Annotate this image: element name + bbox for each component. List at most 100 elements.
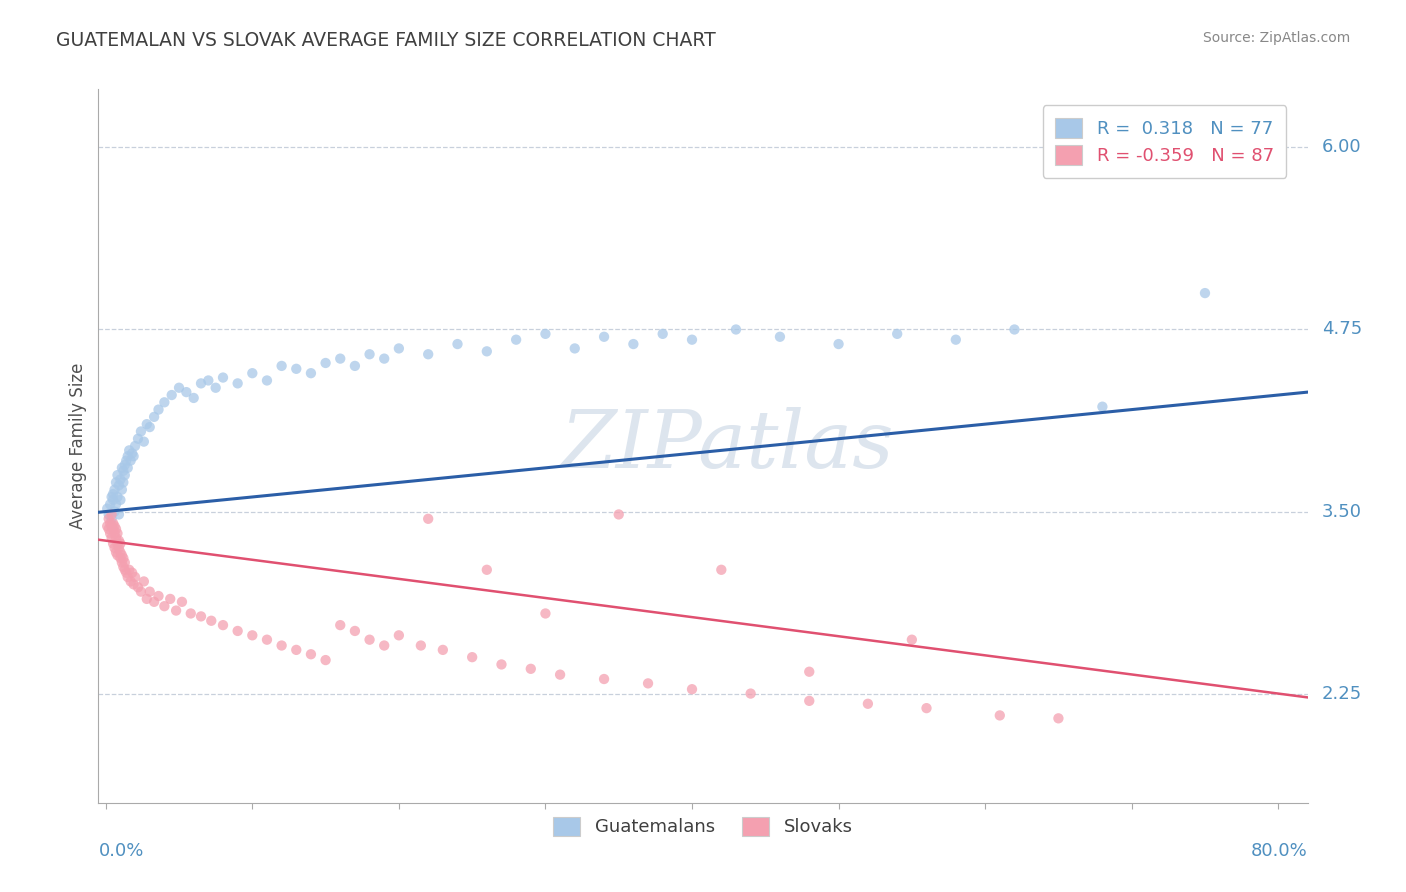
Point (856, 697, 879, 711)
Point (97, 508, 120, 522)
Point (103, 483, 125, 497)
Point (124, 439, 146, 453)
Point (190, 376, 212, 391)
Point (107, 526, 129, 541)
Point (159, 591, 181, 606)
Point (129, 425, 152, 439)
Point (103, 526, 125, 541)
Point (915, 701, 938, 715)
Point (96, 501, 118, 516)
Point (120, 453, 142, 467)
Point (409, 639, 432, 653)
Point (98, 516, 121, 531)
Point (111, 460, 134, 475)
Point (112, 551, 135, 566)
Point (107, 468, 129, 483)
Text: 80.0%: 80.0% (1251, 842, 1308, 860)
Point (799, 694, 821, 708)
Point (114, 458, 136, 472)
Point (651, 326, 673, 341)
Legend: Guatemalans, Slovaks: Guatemalans, Slovaks (543, 805, 863, 847)
Point (105, 545, 128, 559)
Point (299, 647, 322, 661)
Point (100, 512, 122, 526)
Point (127, 432, 149, 446)
Point (101, 492, 124, 507)
Point (96, 519, 118, 533)
Point (388, 628, 411, 642)
Point (226, 376, 249, 391)
Point (240, 366, 263, 380)
Point (120, 574, 142, 589)
Point (111, 483, 134, 497)
Point (256, 632, 278, 647)
Point (117, 449, 139, 463)
Point (475, 344, 498, 359)
Point (122, 449, 145, 463)
Point (110, 473, 132, 487)
Point (359, 632, 381, 647)
Point (681, 682, 703, 697)
Point (388, 342, 411, 356)
Point (827, 337, 849, 351)
Point (100, 508, 122, 522)
Point (132, 574, 155, 589)
Point (270, 359, 292, 373)
Text: 2.25: 2.25 (1322, 684, 1362, 703)
Point (101, 536, 124, 550)
Point (103, 504, 125, 518)
Point (153, 599, 176, 614)
Point (886, 326, 908, 341)
Point (167, 381, 190, 395)
Point (564, 342, 586, 356)
Text: 3.50: 3.50 (1322, 502, 1362, 521)
Point (110, 545, 132, 559)
Point (115, 453, 138, 467)
Point (432, 643, 454, 657)
Point (520, 662, 543, 676)
Point (105, 475, 128, 490)
Point (200, 614, 222, 628)
Point (98, 526, 121, 541)
Point (901, 632, 924, 647)
Point (100, 490, 122, 504)
Point (110, 536, 132, 550)
Point (135, 591, 157, 606)
Point (548, 667, 571, 681)
Point (112, 560, 135, 574)
Point (135, 417, 157, 432)
Point (114, 556, 136, 570)
Point (534, 607, 557, 621)
Point (121, 446, 143, 460)
Point (170, 595, 193, 609)
Point (769, 330, 792, 344)
Point (637, 676, 659, 690)
Point (799, 665, 821, 679)
Point (148, 589, 170, 603)
Point (491, 657, 513, 672)
Point (1047, 711, 1070, 725)
Point (101, 487, 124, 501)
Point (101, 522, 124, 536)
Point (97, 512, 120, 526)
Point (240, 628, 263, 642)
Point (118, 443, 141, 458)
Point (505, 333, 527, 347)
Point (127, 580, 149, 594)
Point (681, 333, 703, 347)
Text: Source: ZipAtlas.com: Source: ZipAtlas.com (1202, 31, 1350, 45)
Point (418, 347, 440, 361)
Point (108, 541, 131, 555)
Point (107, 548, 129, 562)
Point (1091, 400, 1114, 414)
Point (153, 395, 176, 409)
Point (138, 420, 160, 434)
Point (329, 351, 352, 366)
Point (359, 347, 381, 361)
Point (105, 497, 128, 511)
Point (461, 650, 484, 665)
Point (121, 566, 143, 580)
Point (129, 584, 152, 599)
Point (315, 653, 337, 667)
Text: 6.00: 6.00 (1322, 138, 1362, 156)
